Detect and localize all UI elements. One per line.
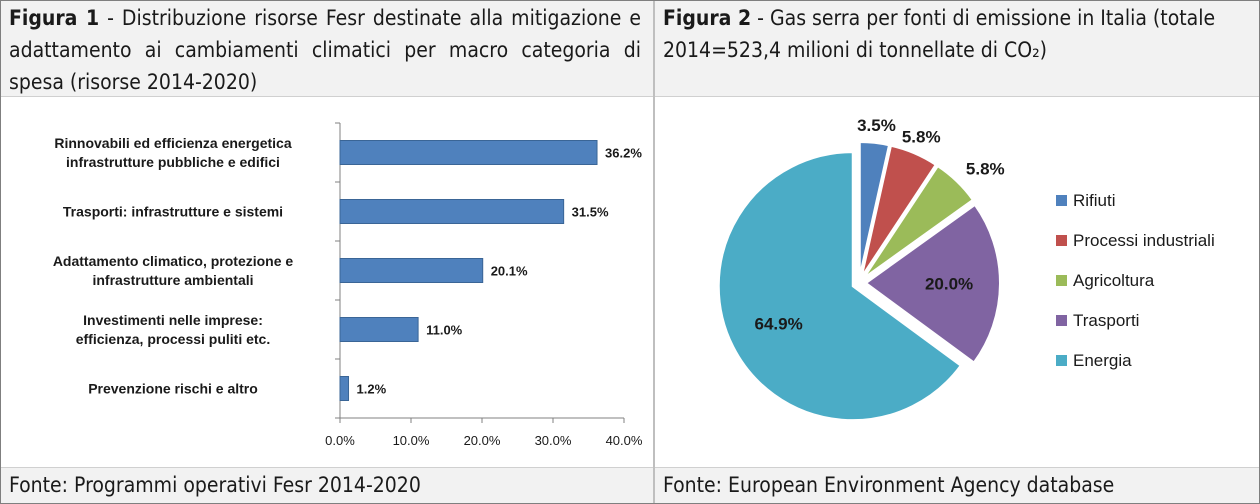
legend-label: Trasporti <box>1073 311 1139 330</box>
figure-2-chart-area: 3.5% 5.8% 5.8% 20.0% 64.9% Rifiuti Processi in… <box>655 98 1259 467</box>
pie-slice <box>858 141 891 277</box>
figure-1-caption: Figura 1 - Distribuzione risorse Fesr de… <box>1 1 653 97</box>
category-label: Trasporti: infrastrutture e sistemi <box>63 204 283 220</box>
pie-value-label: 64.9% <box>755 315 803 334</box>
x-tick-label: 0.0% <box>325 433 355 448</box>
category-label: Adattamento climatico, protezione e <box>53 253 294 269</box>
category-label: efficienza, processi puliti etc. <box>76 331 271 347</box>
legend-swatch <box>1056 235 1067 246</box>
figure-1-panel: Figura 1 - Distribuzione risorse Fesr de… <box>1 1 653 503</box>
figure-1-title: - Distribuzione risorse Fesr destinate a… <box>9 6 641 94</box>
bar-value-label: 1.2% <box>357 382 387 397</box>
bar <box>339 140 598 165</box>
category-label: Investimenti nelle imprese: <box>83 312 263 328</box>
figure-2-number: Figura 2 <box>663 6 752 30</box>
bar <box>339 376 350 401</box>
bar-chart: 0.0% 10.0% 20.0% 30.0% 40.0% 36.2% Rinnovabili… <box>53 122 643 448</box>
figure-2-source: Fonte: European Environment Agency datab… <box>655 467 1259 503</box>
pie-slice <box>860 144 938 278</box>
legend-swatch <box>1056 195 1067 206</box>
category-label: infrastrutture pubbliche e edifici <box>66 154 280 170</box>
pie-slice <box>717 151 963 422</box>
bar-value-label: 31.5% <box>572 205 609 220</box>
figure-2-caption: Figura 2 - Gas serra per fonti di emissi… <box>655 1 1259 97</box>
bar-value-label: 36.2% <box>605 146 642 161</box>
bar <box>339 199 565 224</box>
bar-value-label: 20.1% <box>491 264 528 279</box>
pie-chart: 3.5% 5.8% 5.8% 20.0% 64.9% Rifiuti Processi in… <box>717 116 1215 422</box>
legend-label: Agricoltura <box>1073 271 1155 290</box>
figure-1-chart-area: 0.0% 10.0% 20.0% 30.0% 40.0% 36.2% Rinnovabili… <box>1 98 653 467</box>
x-tick-label: 10.0% <box>393 433 430 448</box>
bar-value-label: 11.0% <box>426 323 463 338</box>
category-label: Rinnovabili ed efficienza energetica <box>54 135 292 151</box>
pie-value-label: 5.8% <box>966 159 1005 178</box>
pie-value-label: 3.5% <box>857 116 896 135</box>
figure-1-number: Figura 1 <box>9 6 100 30</box>
pie-value-label: 5.8% <box>902 128 941 147</box>
legend-label: Energia <box>1073 351 1132 370</box>
legend-swatch <box>1056 315 1067 326</box>
panel-divider <box>653 1 655 503</box>
figure-2-panel: Figura 2 - Gas serra per fonti di emissi… <box>655 1 1259 503</box>
legend-label: Rifiuti <box>1073 191 1116 210</box>
legend-label: Processi industriali <box>1073 231 1215 250</box>
x-tick-label: 40.0% <box>606 433 643 448</box>
figure-2-title: - Gas serra per fonti di emissione in It… <box>663 6 1216 62</box>
legend-swatch <box>1056 275 1067 286</box>
pie-slice <box>864 203 1001 364</box>
x-tick-label: 20.0% <box>464 433 501 448</box>
legend-swatch <box>1056 355 1067 366</box>
category-label: infrastrutture ambientali <box>92 272 253 288</box>
pie-slice <box>863 164 975 279</box>
bar <box>339 317 419 342</box>
pie-value-label: 20.0% <box>925 275 973 294</box>
figure-1-source: Fonte: Programmi operativi Fesr 2014-202… <box>1 467 653 503</box>
x-tick-label: 30.0% <box>535 433 572 448</box>
category-label: Prevenzione rischi e altro <box>88 381 258 397</box>
bar <box>339 258 484 283</box>
